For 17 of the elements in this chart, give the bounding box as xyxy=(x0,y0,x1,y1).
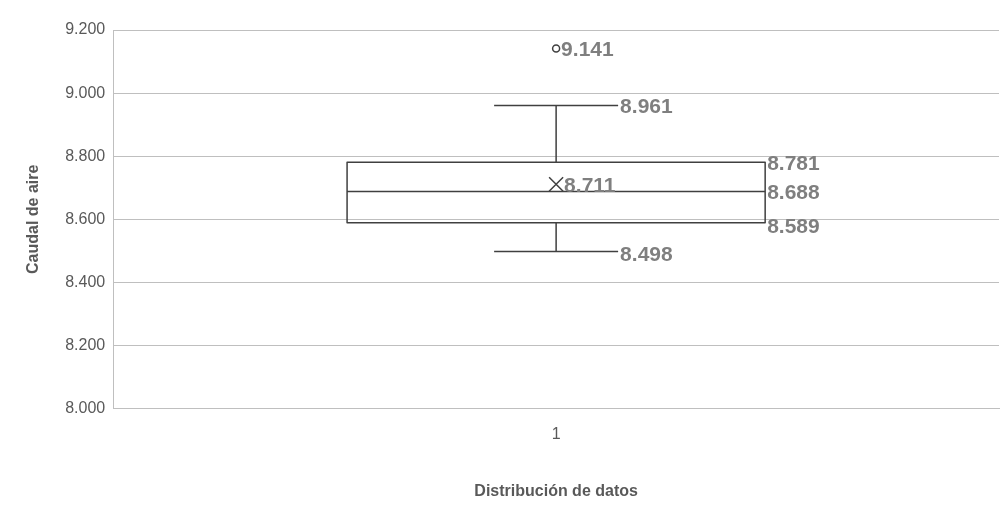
x-tick-label: 1 xyxy=(551,424,561,442)
y-tick-label: 9.000 xyxy=(65,83,106,101)
annotation: 8.589 xyxy=(767,213,820,237)
y-tick-label: 8.800 xyxy=(65,146,106,164)
annotation: 9.141 xyxy=(561,37,614,61)
y-tick-label: 9.200 xyxy=(65,20,106,38)
y-tick-label: 8.000 xyxy=(65,399,106,417)
annotation: 8.688 xyxy=(767,180,821,204)
y-tick-label: 8.400 xyxy=(65,272,106,290)
x-axis-title: Distribución de datos xyxy=(474,481,638,499)
annotation: 8.961 xyxy=(620,94,673,118)
y-tick-label: 8.200 xyxy=(65,335,106,353)
annotation: 8.781 xyxy=(767,150,821,174)
y-axis-title: Caudal de aire xyxy=(24,164,42,274)
y-tick-label: 8.600 xyxy=(65,209,106,227)
annotation: 8.711 xyxy=(564,173,616,197)
annotation: 8.498 xyxy=(620,242,673,266)
